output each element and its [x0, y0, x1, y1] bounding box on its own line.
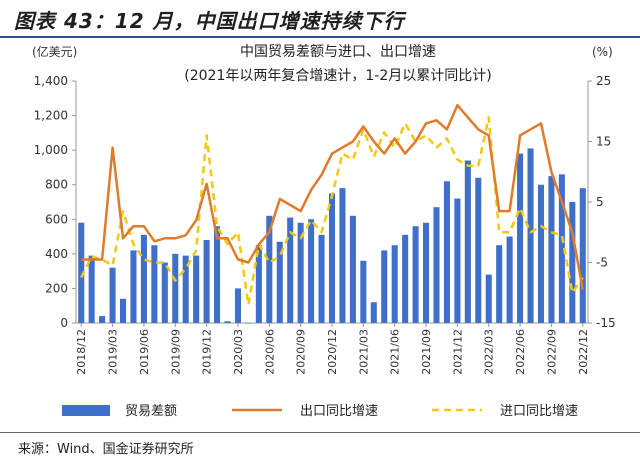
left-tick-label: 1,200	[34, 109, 68, 123]
trade-balance-bar	[391, 245, 398, 323]
legend: 贸易差额 出口同比增速 进口同比增速	[62, 404, 578, 419]
x-tick-label: 2022/09	[545, 329, 558, 375]
trade-balance-bar	[182, 255, 189, 323]
x-tick-label: 2020/09	[295, 329, 308, 375]
legend-import-label: 进口同比增速	[500, 404, 578, 419]
trade-balance-bar	[537, 184, 545, 323]
right-tick-label: -15	[596, 316, 616, 330]
x-tick-label: 2020/06	[263, 329, 276, 375]
trade-balance-bar	[172, 253, 179, 323]
legend-bar-label: 贸易差额	[125, 404, 177, 419]
x-tick-label: 2019/03	[107, 329, 120, 375]
trade-balance-bar	[234, 288, 241, 323]
chart-subtitle: (2021年以两年复合增速计，1-2月以累计同比计)	[184, 67, 491, 84]
trade-balance-bar	[130, 250, 137, 323]
left-axis-unit: (亿美元)	[32, 44, 77, 59]
right-tick-label: 5	[596, 195, 604, 209]
legend-export-label: 出口同比增速	[300, 404, 378, 419]
trade-balance-bar	[287, 217, 294, 323]
trade-balance-bar	[255, 245, 262, 323]
trade-balance-bar	[569, 202, 576, 323]
x-tick-label: 2020/12	[326, 329, 339, 375]
trade-balance-bar	[548, 176, 555, 323]
right-tick-label: -5	[596, 256, 608, 270]
trade-balance-bar	[349, 215, 356, 323]
left-tick-label: 1,400	[34, 74, 68, 88]
left-tick-label: 1,000	[34, 143, 68, 157]
import-growth-line	[80, 116, 584, 307]
trade-balance-bar	[433, 207, 440, 323]
x-tick-label: 2018/12	[75, 329, 88, 375]
trade-balance-bar	[381, 250, 388, 323]
plot-area: 0 200 400 600 800 1,000 1,200 1,400 -15 -5 5 15 25 20…	[34, 74, 616, 375]
trade-balance-bar	[443, 181, 450, 323]
trade-balance-bar	[88, 255, 95, 323]
trade-balance-bar	[151, 245, 158, 323]
x-tick-label: 2021/06	[389, 329, 402, 375]
left-tick-label: 800	[45, 178, 68, 192]
trade-balance-bar	[454, 198, 461, 323]
trade-balance-bar	[485, 274, 492, 323]
left-tick-label: 0	[60, 316, 68, 330]
footer-rule	[0, 432, 640, 433]
trade-balance-bar	[297, 222, 304, 323]
trade-balance-bar	[506, 236, 513, 323]
trade-balance-bar	[276, 241, 283, 323]
chart-title: 中国贸易差额与进口、出口增速	[240, 44, 436, 60]
trade-balance-bar	[308, 219, 315, 323]
legend-bar-swatch	[62, 405, 110, 416]
trade-balance-bar	[318, 234, 325, 323]
x-tick-label: 2019/09	[169, 329, 182, 375]
trade-balance-bar	[496, 245, 503, 323]
trade-balance-bar	[370, 302, 377, 323]
right-tick-label: 25	[596, 74, 611, 88]
figure-title: 图表 43：12 月，中国出口增速持续下行	[14, 9, 405, 33]
right-axis-unit: (%)	[592, 45, 613, 59]
x-tick-label: 2021/12	[451, 329, 464, 375]
trade-balance-bar	[161, 262, 168, 323]
trade-balance-bar	[527, 148, 534, 323]
trade-balance-bar	[339, 188, 346, 323]
x-tick-label: 2021/09	[420, 329, 433, 375]
trade-balance-bar	[517, 153, 524, 323]
trade-balance-bar	[412, 226, 419, 323]
trade-balance-bar	[464, 160, 471, 323]
x-tick-label: 2019/12	[201, 329, 214, 375]
left-tick-label: 600	[45, 212, 68, 226]
x-tick-label: 2020/03	[232, 329, 245, 375]
trade-balance-bar	[402, 234, 409, 323]
trade-balance-bar	[203, 240, 210, 323]
left-tick-label: 200	[45, 281, 68, 295]
trade-balance-bar	[140, 234, 147, 323]
x-tick-label: 2022/06	[514, 329, 527, 375]
trade-balance-bar	[109, 267, 116, 323]
x-tick-label: 2019/06	[138, 329, 151, 375]
x-tick-label: 2022/03	[483, 329, 496, 375]
export-growth-line	[81, 103, 585, 290]
trade-balance-bar	[266, 215, 273, 323]
trade-balance-bar	[99, 316, 106, 323]
trade-balance-bar	[558, 174, 565, 323]
trade-balance-bar	[475, 177, 482, 323]
trade-balance-bar	[579, 188, 586, 323]
left-tick-label: 400	[45, 247, 68, 261]
trade-balance-bar	[193, 255, 200, 323]
header-rule	[0, 36, 640, 38]
x-tick-label: 2022/12	[577, 329, 590, 375]
trade-balance-bar	[119, 298, 127, 323]
right-tick-label: 15	[596, 135, 611, 149]
trade-balance-bar	[214, 226, 221, 323]
trade-balance-bar	[224, 321, 231, 323]
trade-balance-bar	[360, 260, 367, 323]
trade-balance-bar	[328, 193, 336, 323]
source-note: 来源：Wind、国金证券研究所	[18, 442, 194, 457]
trade-balance-bar	[245, 323, 252, 324]
trade-balance-bar	[423, 222, 430, 323]
trade-balance-bar	[78, 222, 85, 323]
x-tick-label: 2021/03	[357, 329, 370, 375]
